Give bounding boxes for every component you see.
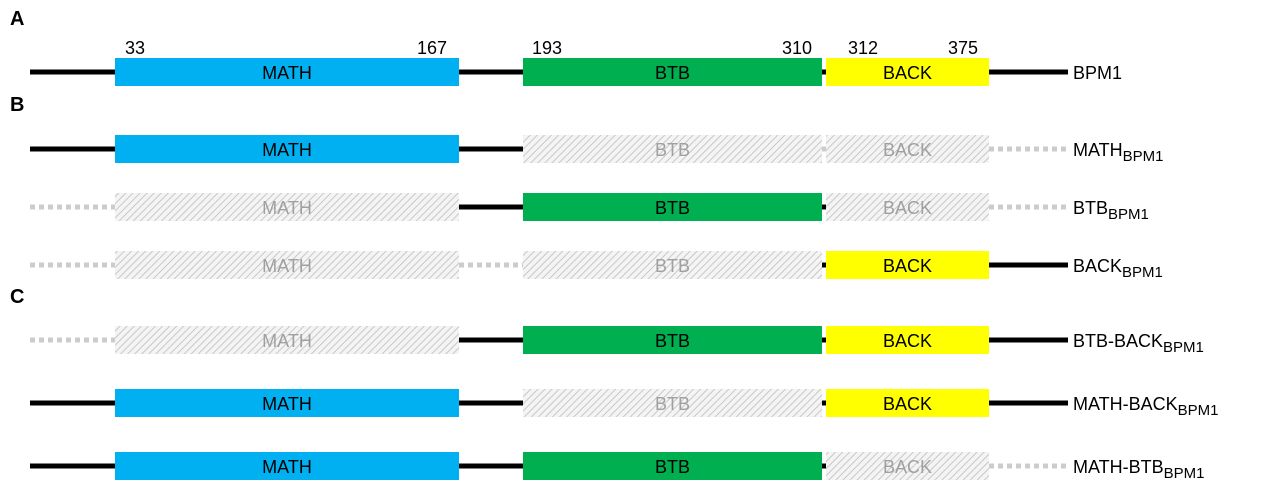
domain-label: MATH (262, 63, 312, 83)
construct-subscript: BPM1 (1123, 148, 1164, 165)
domain-label: MATH (262, 457, 312, 477)
construct-label: MATH-BACKBPM1 (1073, 394, 1219, 419)
domain-label: MATH (262, 140, 312, 160)
construct-name: MATH (1073, 140, 1123, 160)
domain-label: MATH (262, 331, 312, 351)
domain-math (115, 251, 459, 279)
construct-name: MATH-BTB (1073, 457, 1164, 477)
construct-name: BPM1 (1073, 63, 1122, 83)
domain-label: BTB (655, 394, 690, 414)
domain-label: BACK (883, 331, 932, 351)
residue-number: 167 (417, 38, 447, 58)
domain-label: BTB (655, 256, 690, 276)
residue-number: 33 (125, 38, 145, 58)
domain-label: BTB (655, 63, 690, 83)
domain-back (826, 193, 989, 221)
domain-btb (523, 193, 822, 221)
domain-btb (523, 135, 822, 163)
domain-label: MATH (262, 256, 312, 276)
domain-label: MATH (262, 394, 312, 414)
panel-letter: C (10, 286, 24, 308)
domain-back (826, 452, 989, 480)
construct-label: BTBBPM1 (1073, 198, 1149, 223)
domain-math (115, 193, 459, 221)
panel-letter: A (10, 8, 24, 30)
construct-subscript: BPM1 (1178, 402, 1219, 419)
construct-label: BACKBPM1 (1073, 256, 1163, 281)
domain-label: BACK (883, 63, 932, 83)
construct-subscript: BPM1 (1164, 465, 1205, 482)
domain-label: BACK (883, 256, 932, 276)
domain-math (115, 58, 459, 86)
domain-label: BTB (655, 140, 690, 160)
construct-subscript: BPM1 (1122, 264, 1163, 281)
construct-subscript: BPM1 (1163, 339, 1204, 356)
domain-back (826, 135, 989, 163)
residue-number: 375 (948, 38, 978, 58)
residue-number: 312 (848, 38, 878, 58)
construct-label: MATH-BTBBPM1 (1073, 457, 1205, 482)
construct-label: BPM1 (1073, 63, 1122, 83)
domain-btb (523, 251, 822, 279)
domain-btb (523, 326, 822, 354)
construct-name: BTB (1073, 198, 1108, 218)
domain-math (115, 389, 459, 417)
domain-math (115, 452, 459, 480)
domain-back (826, 58, 989, 86)
residue-number: 310 (782, 38, 812, 58)
domain-label: BACK (883, 198, 932, 218)
domain-btb (523, 452, 822, 480)
domain-math (115, 135, 459, 163)
domain-math (115, 326, 459, 354)
residue-number: 193 (532, 38, 562, 58)
panel-letter: B (10, 94, 24, 116)
domain-label: MATH (262, 198, 312, 218)
construct-label: BTB-BACKBPM1 (1073, 331, 1204, 356)
construct-label: MATHBPM1 (1073, 140, 1164, 165)
domain-btb (523, 389, 822, 417)
domain-label: BACK (883, 457, 932, 477)
domain-label: BTB (655, 331, 690, 351)
domain-label: BACK (883, 394, 932, 414)
domain-btb (523, 58, 822, 86)
domain-back (826, 389, 989, 417)
domain-label: BTB (655, 198, 690, 218)
construct-subscript: BPM1 (1108, 206, 1149, 223)
domain-label: BACK (883, 140, 932, 160)
domain-label: BTB (655, 457, 690, 477)
construct-name: BTB-BACK (1073, 331, 1163, 351)
domain-back (826, 326, 989, 354)
construct-name: MATH-BACK (1073, 394, 1178, 414)
domain-back (826, 251, 989, 279)
construct-name: BACK (1073, 256, 1122, 276)
